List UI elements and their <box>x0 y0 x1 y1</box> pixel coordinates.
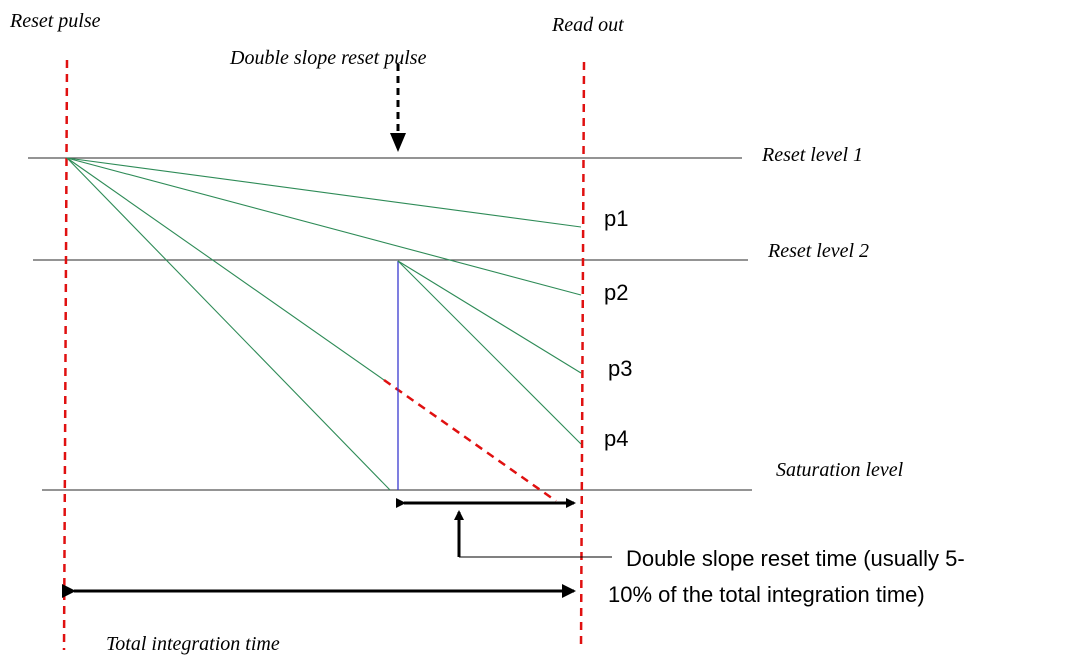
saturation-level-label: Saturation level <box>776 459 904 481</box>
reset-pulse-label: Reset pulse <box>9 10 101 32</box>
read-out-label: Read out <box>551 14 624 36</box>
saturation-extrapolation <box>383 378 557 503</box>
point-p3-label: p3 <box>608 356 632 381</box>
signal-line-p1 <box>66 157 582 228</box>
double-slope-note-line2: 10% of the total integration time) <box>608 582 925 607</box>
signal-line-fast <box>66 157 385 381</box>
double-slope-reset-pulse-label: Double slope reset pulse <box>229 47 427 69</box>
reset-pulse-marker <box>62 59 69 651</box>
readout-marker <box>579 61 586 649</box>
double-slope-note-line1: Double slope reset time (usually 5- <box>626 546 965 571</box>
point-p4-label: p4 <box>604 426 628 451</box>
reset-level-1-label: Reset level 1 <box>761 144 863 166</box>
point-p1-label: p1 <box>604 206 628 231</box>
signal-line-p2 <box>66 157 582 296</box>
signal-line-p3 <box>397 260 582 374</box>
signal-line-p4 <box>397 260 582 445</box>
double-slope-pulse-arrowhead <box>390 133 406 152</box>
point-p2-label: p2 <box>604 280 628 305</box>
reset-level-2-label: Reset level 2 <box>767 240 869 262</box>
signal-line-saturating <box>66 157 391 491</box>
total-integration-time-label: Total integration time <box>106 633 280 655</box>
